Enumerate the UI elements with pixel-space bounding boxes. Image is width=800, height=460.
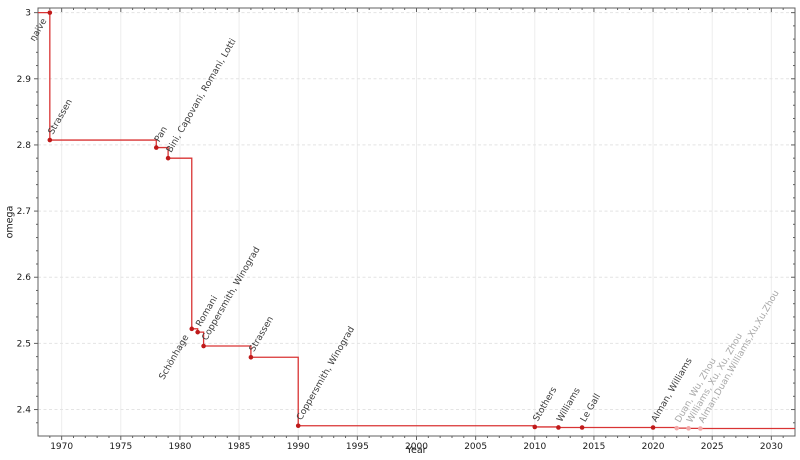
point-label: Strassen [248,315,276,354]
data-point [47,10,53,15]
data-point [532,424,538,430]
x-tick-label: 2005 [464,442,487,452]
x-tick-label: 2010 [523,442,546,452]
point-label: Williams, Xu, Xu, Zhou [685,332,744,425]
data-point [195,329,200,335]
x-tick-label: 2020 [642,442,665,452]
data-point [189,326,195,332]
y-tick-label: 2.9 [17,75,32,85]
data-point [650,425,656,430]
data-point [674,425,680,431]
y-tick-label: 2.4 [17,406,32,416]
y-tick-label: 2.7 [17,207,31,217]
y-tick-label: 2.5 [17,339,31,349]
x-tick-label: 1970 [50,442,73,452]
x-tick-label: 1990 [287,442,310,452]
y-tick-label: 3 [25,9,31,19]
x-tick-label: 1975 [109,442,132,452]
point-label: Coppersmith, Winograd [201,245,263,342]
point-label: Strassen [47,98,75,137]
data-point [165,155,171,161]
data-point [153,145,159,150]
data-point [295,423,301,429]
x-tick-label: 2015 [582,442,605,452]
data-point [248,354,254,360]
x-axis-title: Year [406,445,427,456]
y-tick-label: 2.6 [17,273,32,283]
point-label: Pan [153,125,170,144]
x-tick-label: 1995 [346,442,369,452]
x-tick-label: 1980 [168,442,191,452]
data-point [698,426,703,431]
data-point [201,343,206,349]
x-tick-label: 2000 [405,442,428,452]
point-label: Le Gall [579,392,603,424]
x-tick-label: 2025 [701,442,724,452]
y-axis-title: omega [4,205,16,239]
point-label: Coppersmith, Winograd [295,325,357,422]
point-label: naive [28,17,49,44]
point-label: Bini, Capovani, Romani, Lotti [165,37,239,154]
data-point [579,425,585,430]
point-label: Schönhage [158,333,192,382]
x-tick-label: 2030 [760,442,783,452]
data-point [47,137,53,143]
data-point [556,425,561,430]
x-tick-label: 1985 [228,442,251,452]
y-tick-label: 2.8 [17,141,32,151]
data-point [686,426,691,431]
